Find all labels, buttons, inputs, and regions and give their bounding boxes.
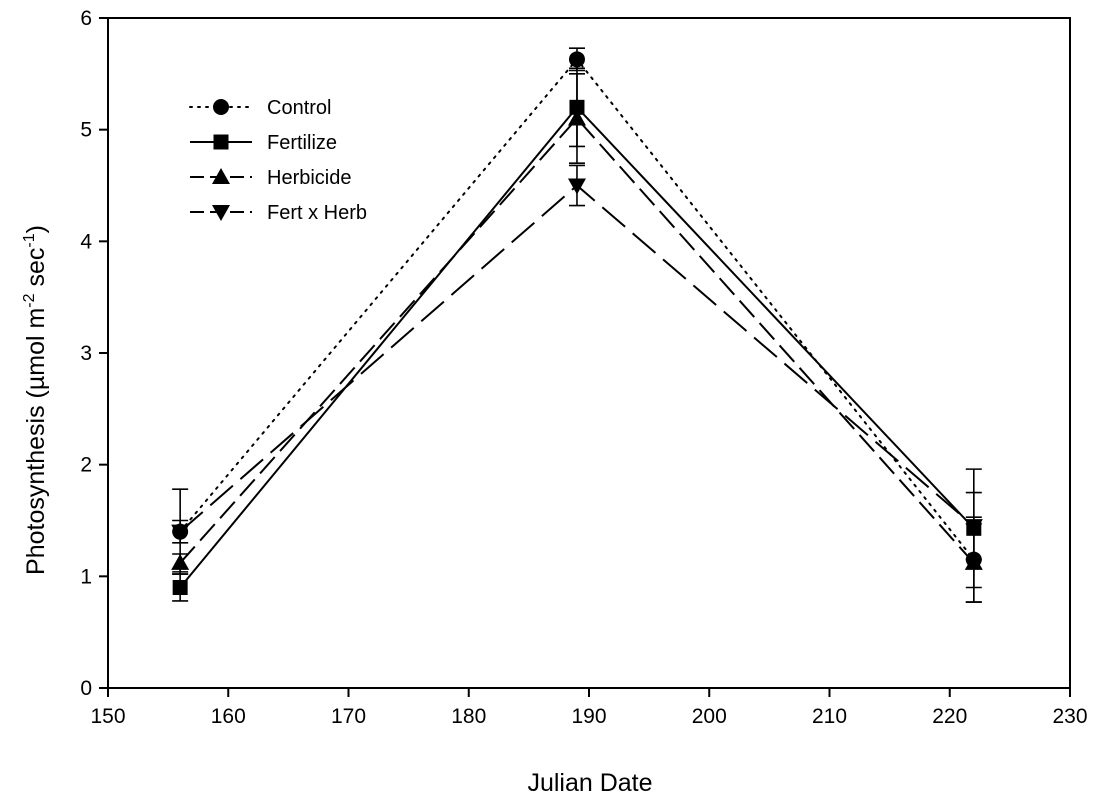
legend-label-herbicide: Herbicide: [267, 167, 351, 189]
legend-marker-herbicide: [212, 168, 230, 184]
legend-marker-fertilize: [213, 134, 229, 150]
y-tick-label: 5: [80, 119, 92, 142]
x-tick-label: 160: [211, 705, 246, 728]
y-axis-title-end: ): [22, 225, 50, 233]
series-fert-x-herb: [171, 164, 983, 561]
y-axis-title: Photosynthesis (µmol m-2 sec-1): [21, 225, 50, 575]
data-point-control: [568, 51, 585, 68]
legend: Control Fertilize Herbicide Fert x Herb: [189, 97, 367, 224]
legend-item-fert-x-herb: Fert x Herb: [190, 202, 367, 224]
series-line-herbicide: [179, 116, 975, 564]
x-tick-label: 170: [331, 705, 366, 728]
y-axis-title-sup1: -2: [21, 293, 38, 307]
x-tick-label: 230: [1052, 705, 1087, 728]
y-tick-label: 0: [80, 677, 92, 700]
y-axis: 0 1 2 3 4 5 6: [80, 7, 108, 700]
y-axis-title-sup2: -1: [21, 233, 38, 247]
legend-marker-fert-x-herb: [212, 205, 230, 221]
legend-label-fert-x-herb: Fert x Herb: [267, 202, 367, 224]
legend-label-fertilize: Fertilize: [267, 132, 337, 154]
data-point-fert-x-herb: [171, 524, 190, 541]
legend-item-fertilize: Fertilize: [190, 132, 337, 154]
data-point-herbicide: [567, 109, 586, 126]
y-tick-label: 4: [80, 230, 92, 253]
x-tick-label: 150: [90, 705, 125, 728]
x-tick-label: 200: [692, 705, 727, 728]
y-axis-title-mid: sec: [22, 248, 50, 294]
legend-item-herbicide: Herbicide: [190, 167, 351, 189]
y-tick-label: 2: [80, 454, 92, 477]
legend-label-control: Control: [267, 97, 331, 119]
series-layer: [171, 47, 983, 603]
y-axis-title-main: Photosynthesis (µmol m: [22, 308, 50, 575]
plot-border: [107, 17, 1071, 689]
series-herbicide: [171, 73, 983, 603]
data-point-fert-x-herb: [964, 519, 983, 536]
data-point-herbicide: [171, 553, 190, 570]
data-point-fert-x-herb: [567, 178, 586, 195]
legend-item-control: Control: [189, 97, 331, 119]
series-line-fert-x-herb: [179, 184, 975, 533]
y-tick-label: 1: [80, 565, 92, 588]
y-tick-label: 6: [80, 7, 92, 30]
x-tick-label: 220: [932, 705, 967, 728]
data-point-herbicide: [964, 553, 983, 570]
x-axis: 150 160 170 180 190 200 210 220 230: [90, 688, 1088, 728]
x-tick-label: 180: [451, 705, 486, 728]
data-point-fertilize: [172, 580, 188, 595]
x-tick-label: 210: [812, 705, 847, 728]
x-tick-label: 190: [571, 705, 606, 728]
legend-marker-control: [213, 99, 229, 115]
plot-area: [107, 17, 1071, 689]
x-axis-title: Julian Date: [527, 769, 652, 797]
y-tick-label: 3: [80, 342, 92, 365]
